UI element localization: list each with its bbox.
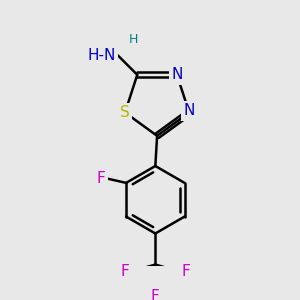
Text: S: S — [120, 105, 130, 120]
Text: N: N — [171, 67, 183, 82]
Text: F: F — [151, 289, 160, 300]
Text: H: H — [129, 33, 138, 46]
Text: F: F — [121, 264, 130, 279]
Text: H-N: H-N — [88, 48, 116, 63]
Text: F: F — [181, 264, 190, 279]
Text: F: F — [97, 171, 106, 186]
Text: N: N — [184, 103, 195, 118]
